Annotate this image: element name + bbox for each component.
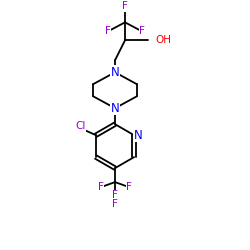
Text: N: N: [111, 66, 120, 79]
Text: F: F: [126, 182, 132, 192]
Text: F: F: [112, 199, 118, 209]
Text: F: F: [122, 1, 128, 11]
Text: F: F: [105, 26, 111, 36]
Text: F: F: [139, 26, 145, 36]
Text: F: F: [112, 190, 118, 200]
Text: N: N: [134, 129, 142, 142]
Text: F: F: [98, 182, 104, 192]
Text: Cl: Cl: [75, 121, 85, 131]
Text: N: N: [111, 102, 120, 115]
Text: OH: OH: [155, 35, 171, 45]
